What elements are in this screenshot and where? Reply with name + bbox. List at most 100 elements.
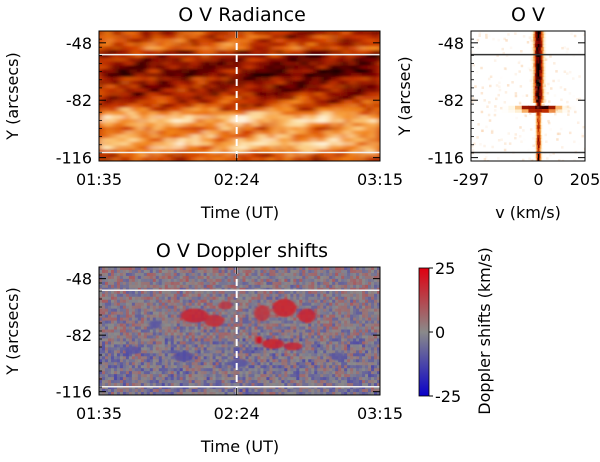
doppler-pixel [248, 272, 252, 277]
radiance-pixel [167, 118, 172, 124]
radiance-pixel [287, 99, 293, 105]
radiance-pixel [311, 107, 317, 112]
doppler-pixel [221, 299, 226, 304]
doppler-pixel [320, 317, 324, 322]
radiance-pixel [247, 138, 253, 143]
radiance-pixel [267, 88, 273, 93]
radiance-pixel [351, 65, 357, 70]
doppler-pixel [356, 293, 360, 298]
doppler-pixel [359, 269, 363, 274]
profile-pixel [536, 122, 538, 126]
radiance-pixel [327, 31, 333, 36]
radiance-pixel [263, 149, 269, 154]
profile-pixel [542, 73, 545, 77]
radiance-pixel [323, 38, 329, 44]
radiance-pixel [291, 61, 297, 67]
doppler-pixel [143, 293, 148, 298]
radiance-pixel [243, 42, 249, 47]
radiance-pixel [363, 153, 369, 158]
radiance-pixel [115, 92, 120, 97]
doppler-pixel [203, 299, 208, 304]
doppler-pixel [167, 317, 172, 322]
radiance-pixel [155, 46, 160, 51]
doppler-pixel [296, 302, 300, 307]
radiance-pixel [363, 130, 369, 135]
radiance-pixel [147, 145, 152, 151]
doppler-pixel [119, 317, 124, 322]
profile-ytick-label: -48 [438, 34, 464, 53]
doppler-pixel [236, 275, 240, 280]
doppler-pixel [320, 308, 324, 313]
radiance-pixel [183, 88, 188, 93]
profile-pixel [542, 112, 544, 116]
radiance-pixel [219, 73, 225, 78]
radiance-pixel [331, 80, 337, 86]
doppler-pixel [317, 302, 321, 307]
radiance-pixel [311, 134, 317, 139]
radiance-pixel [111, 115, 116, 120]
radiance-pixel [139, 84, 144, 89]
radiance-pixel [307, 107, 313, 112]
doppler-pixel [152, 305, 157, 310]
profile-speckle [504, 91, 508, 94]
radiance-pixel [143, 38, 148, 44]
radiance-pixel [215, 65, 221, 70]
radiance-pixel [315, 61, 321, 67]
radiance-pixel [235, 141, 241, 147]
doppler-pixel [242, 267, 246, 271]
profile-speckle [494, 105, 497, 108]
radiance-pixel [271, 111, 277, 116]
doppler-pixel [299, 284, 303, 289]
radiance-pixel [247, 145, 253, 151]
radiance-pixel [319, 31, 325, 36]
doppler-pixel [332, 314, 336, 319]
doppler-pixel [248, 281, 252, 286]
radiance-pixel [139, 88, 144, 93]
radiance-pixel [195, 122, 200, 128]
doppler-pixel [248, 308, 252, 313]
radiance-pixel [119, 38, 124, 44]
doppler-pixel [113, 311, 118, 316]
radiance-pixel [275, 61, 281, 67]
radiance-pixel [315, 38, 321, 44]
profile-pixel [555, 109, 563, 113]
radiance-pixel [211, 53, 217, 59]
profile-pixel [533, 125, 536, 129]
radiance-pixel [115, 103, 120, 109]
radiance-pixel [279, 76, 285, 82]
radiance-pixel [363, 145, 369, 151]
doppler-pixel [191, 323, 196, 328]
radiance-pixel [191, 118, 196, 124]
radiance-pixel [195, 76, 200, 82]
radiance-pixel [359, 111, 365, 116]
profile-pixel [541, 131, 543, 136]
doppler-pixel [140, 323, 145, 328]
radiance-pixel [359, 61, 365, 67]
radiance-pixel [135, 118, 140, 124]
radiance-pixel [371, 69, 377, 74]
profile-pixel [538, 138, 541, 142]
profile-speckle [495, 97, 498, 101]
doppler-pixel [146, 314, 151, 319]
profile-pixel [545, 92, 548, 97]
radiance-pixel [275, 111, 281, 116]
doppler-pixel [182, 281, 187, 286]
radiance-pixel [111, 103, 116, 109]
doppler-pixel [140, 281, 145, 286]
radiance-ytick-label: -116 [56, 149, 92, 168]
radiance-pixel [355, 92, 361, 97]
doppler-pixel [161, 320, 166, 325]
radiance-pixel [347, 50, 353, 55]
doppler-pixel [338, 311, 342, 316]
doppler-pixel [134, 267, 139, 271]
radiance-pixel [375, 149, 380, 154]
profile-pixel [536, 70, 539, 74]
radiance-pixel [171, 76, 176, 82]
doppler-pixel [128, 269, 133, 274]
doppler-pixel [209, 308, 214, 313]
doppler-pixel [191, 305, 196, 310]
radiance-pixel [287, 53, 293, 59]
doppler-pixel [245, 281, 249, 286]
radiance-pixel [347, 99, 353, 105]
radiance-overlay-lines [99, 31, 380, 161]
